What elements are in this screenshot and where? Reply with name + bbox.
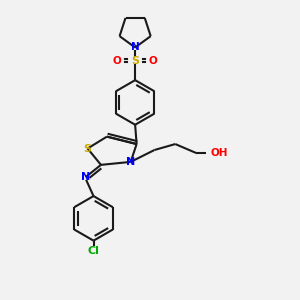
Text: S: S [131, 56, 139, 66]
Text: Cl: Cl [88, 246, 100, 256]
Text: N: N [131, 43, 140, 52]
Text: O: O [113, 56, 122, 66]
Text: O: O [148, 56, 157, 66]
Text: N: N [126, 157, 135, 167]
Text: OH: OH [211, 148, 228, 158]
Text: S: S [84, 143, 92, 154]
Text: N: N [82, 172, 91, 182]
